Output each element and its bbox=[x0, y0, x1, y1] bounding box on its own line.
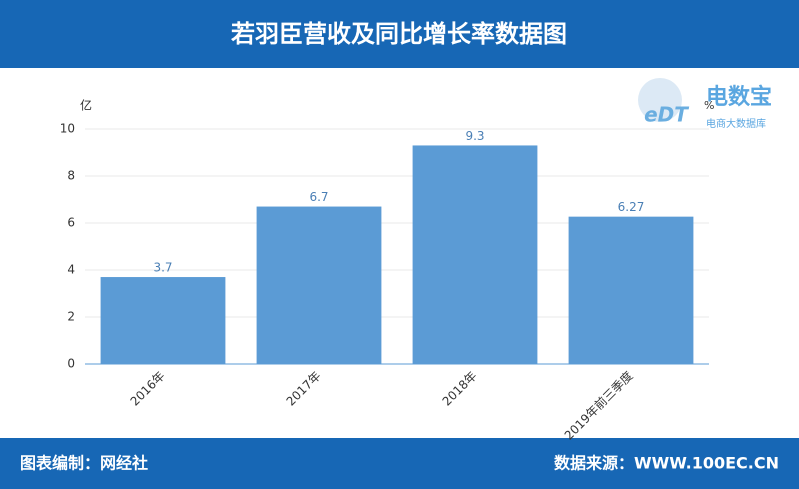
y-tick-label: 2 bbox=[67, 310, 75, 324]
y-tick-label: 4 bbox=[67, 263, 75, 277]
y2-unit: % bbox=[704, 99, 714, 112]
y-unit: 亿 bbox=[80, 98, 92, 113]
value-label: 9.3 bbox=[465, 129, 484, 143]
y-tick-label: 8 bbox=[67, 169, 75, 183]
footer-left: 图表编制：网经社 bbox=[20, 454, 148, 473]
header-band bbox=[0, 0, 799, 68]
logo-name: 电数宝 bbox=[706, 84, 772, 110]
value-label: 3.7 bbox=[153, 261, 172, 275]
footer-band bbox=[0, 438, 799, 489]
y-tick-label: 0 bbox=[67, 357, 75, 371]
chart-title: 若羽臣营收及同比增长率数据图 bbox=[230, 20, 567, 48]
value-label: 6.27 bbox=[618, 200, 645, 214]
value-label: 6.7 bbox=[309, 190, 328, 204]
bar bbox=[412, 145, 538, 364]
y-tick-label: 10 bbox=[60, 122, 75, 136]
bar bbox=[256, 206, 382, 364]
footer-right: 数据来源：WWW.100EC.CN bbox=[554, 454, 779, 473]
bar bbox=[568, 216, 694, 364]
logo-sub: 电商大数据库 bbox=[706, 117, 766, 130]
logo-mark: eDT bbox=[644, 103, 689, 127]
bar bbox=[100, 277, 226, 364]
logo-cloud bbox=[638, 78, 682, 122]
y-tick-label: 6 bbox=[67, 216, 75, 230]
